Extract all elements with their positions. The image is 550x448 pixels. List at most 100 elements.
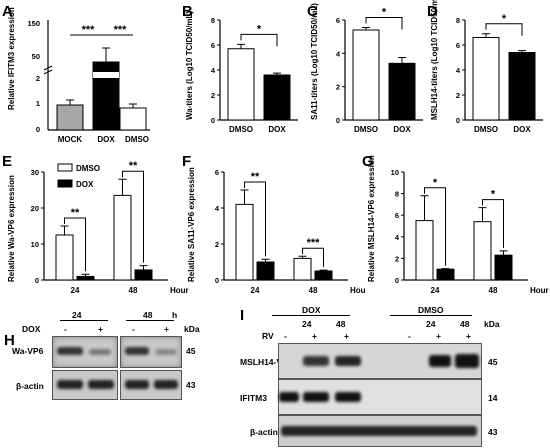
sign: + [436,331,441,341]
panel-letter: G [362,153,374,170]
xtick: DMSO [125,135,149,144]
bar-dox [314,270,333,281]
xtick-label: 24 [431,286,440,295]
kda-14: 14 [488,393,498,403]
blot-i-actin [278,415,482,447]
sig-label: ** [251,171,260,183]
row-label-actin: β-actin [16,381,44,391]
sig-label: ** [71,207,80,219]
legend-swatch-dox [57,179,73,188]
xtick-label: 48 [309,286,318,295]
bar-dox [256,261,275,281]
ytick: 1 [36,99,40,108]
xtick-label: DMSO [229,125,253,134]
ylabel: SA11-titers (Log10 TCID50/mL) [310,3,319,120]
sign: - [408,331,411,341]
bar-dmso [293,257,312,281]
bar-dmso [227,48,255,121]
kda-45: 45 [488,357,498,367]
ytick-label: 0 [456,116,460,125]
ytick-label: 6 [456,41,460,50]
ytick-label: 20 [31,204,39,213]
ytick-label: 4 [211,66,216,75]
blot-h-vp6-right [120,336,182,368]
bar-dox [436,268,455,281]
error-bar [237,43,245,49]
sig-label: * [502,13,507,25]
dox-label: DOX [22,324,41,334]
ytick-label: 10 [31,240,39,249]
sig-bracket [240,33,278,47]
x-unit-label: Hour [170,286,189,295]
ytick-label: 4 [395,233,400,242]
bar-dox [388,62,416,121]
error-bar [298,255,307,259]
ytick: 150 [27,19,40,28]
xtick-label: DOX [268,125,286,134]
kda-43: 43 [488,427,498,437]
time-48: 48 [143,310,153,320]
time: 24 [302,319,312,329]
xtick-label: 48 [129,286,138,295]
blot-h-actin-left [52,370,118,400]
sig-bracket [365,17,403,30]
sig-bracket [122,170,144,263]
sig-label: *** [114,24,128,36]
error-bar [518,50,526,53]
sign: - [132,324,135,334]
sig-bracket [485,23,523,36]
bar-dox [263,74,291,121]
sig-label: * [433,177,438,189]
ytick-label: 8 [456,16,460,25]
hour-unit: h [172,310,178,320]
legend-label-dox: DOX [76,180,94,189]
xtick-label: 24 [71,286,80,295]
time-24: 24 [72,310,82,320]
chart-E: E Relative Wa-VP6 expression 0 10 20 30 ** 24 **… [2,153,189,295]
kda-43: 43 [186,380,196,390]
ytick-label: 0 [336,116,340,125]
ytick-label: 4 [215,204,220,213]
bar-dmso [55,234,74,281]
bar-dox-white-break [93,72,119,78]
ytick-label: 8 [395,190,399,199]
panel-letter: B [182,3,193,20]
ylabel: Relative Wa-VP6 expression [7,175,16,282]
bar-dmso [119,107,147,131]
x-unit-label: Hour [350,286,365,295]
row-label-mslh14: MSLH14-VP6 [240,357,293,367]
xtick: DOX [97,135,115,144]
sign: - [64,324,67,334]
legend-label-dmso: DMSO [76,164,100,173]
error-bar [398,57,406,64]
ylabel: Relative MSLH14-VP6 expression [367,155,376,282]
bar-mock [56,104,84,131]
x-unit-label: Hour [530,286,549,295]
ytick-label: 30 [31,168,39,177]
panel-letter: C [307,3,318,20]
legend-swatch-dmso [57,163,73,172]
blot-i-vp6 [278,343,482,379]
time: 48 [460,319,470,329]
sig-bracket [64,217,86,272]
ytick-label: 4 [456,66,461,75]
sign: + [164,324,169,334]
panel-letter-h: H [4,332,15,349]
ytick-label: 0 [215,276,219,285]
xtick: MOCK [58,135,83,144]
ytick-label: 0 [395,276,399,285]
ytick: 2 [36,74,40,83]
error-bar [499,250,508,256]
panel-H: H 24 48 h DOX - + - + kDa Wa-VP6 45 β-ac… [0,310,240,445]
xtick-label: 24 [251,286,260,295]
rv-label: RV [262,331,274,341]
panel-letter-i: I [240,307,245,324]
ytick-label: 10 [391,168,399,177]
ylabel: Wa-titers (Log10 TCID50/mL) [185,11,194,120]
blot-h-actin-right [120,370,182,400]
ytick-label: 2 [395,254,399,263]
bar-dmso [113,194,132,281]
panel-letter-a: A [2,3,13,20]
